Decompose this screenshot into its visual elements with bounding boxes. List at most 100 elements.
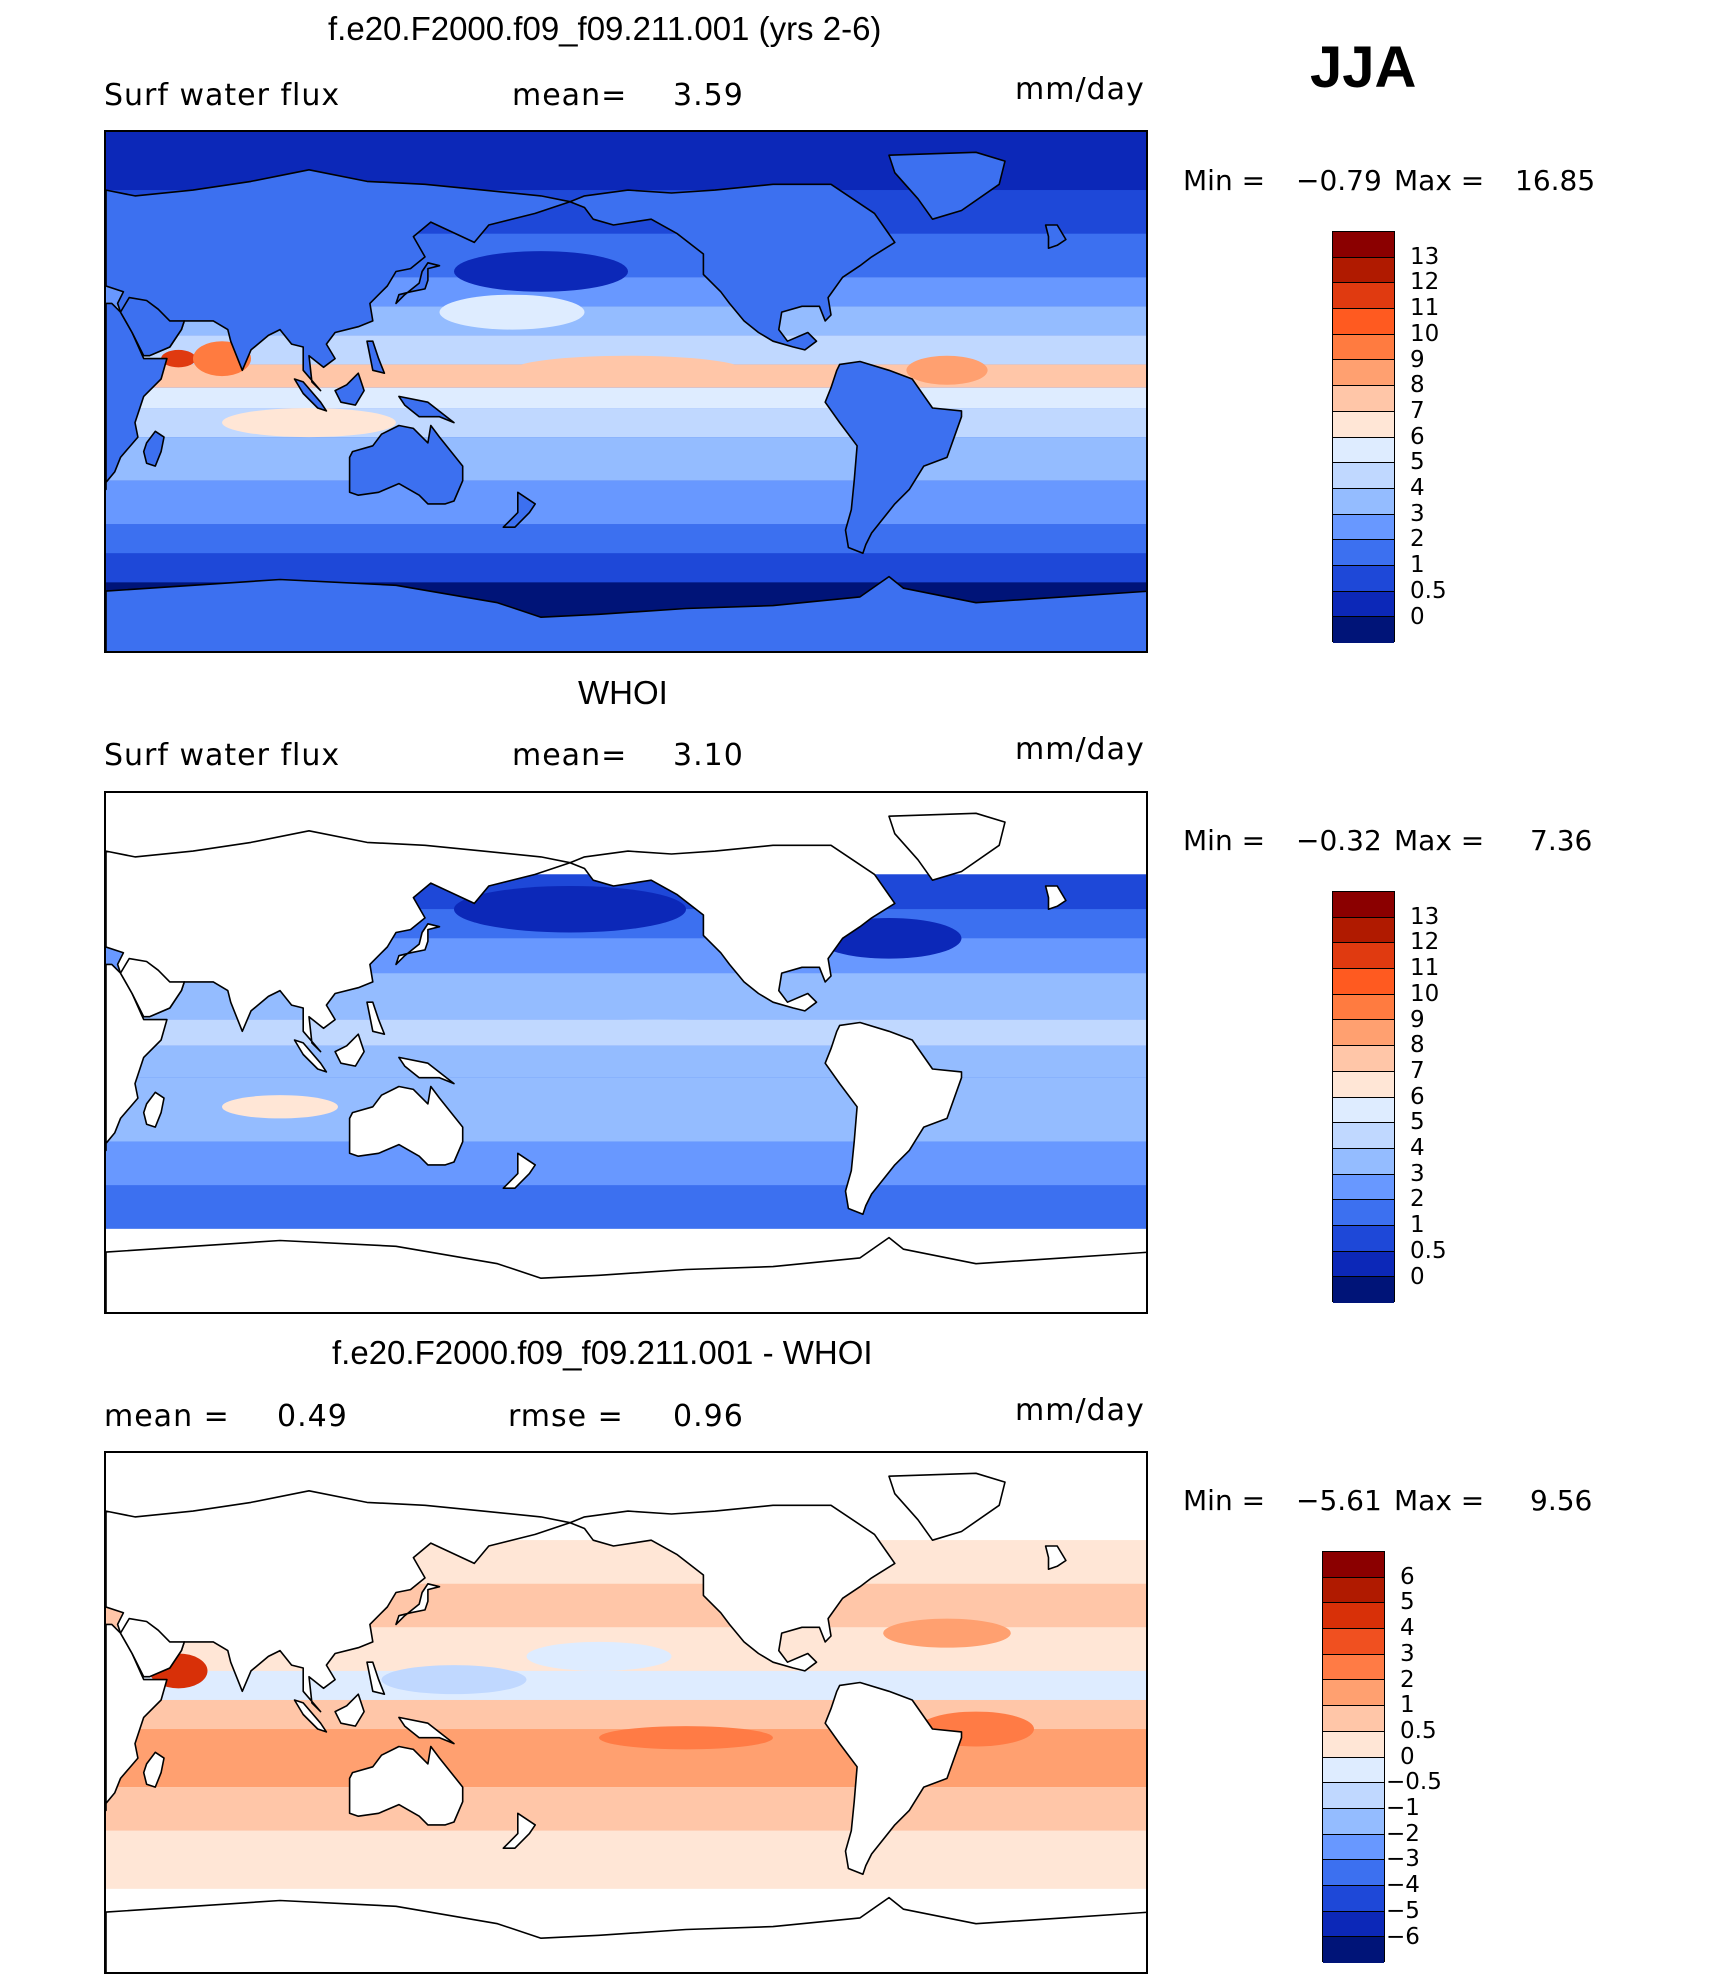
- coastline-newzealand: [502, 1152, 537, 1190]
- coastline-southamerica: [824, 1681, 963, 1876]
- ocean-band: [106, 524, 1146, 554]
- colorbar-tick-label: −4: [1386, 1872, 1420, 1899]
- panel2-max-value: 7.36: [1530, 824, 1593, 857]
- colorbar-swatch: [1333, 540, 1394, 566]
- colorbar-tick-label: 13: [1410, 243, 1440, 270]
- colorbar-tick-label: 7: [1410, 1057, 1425, 1084]
- colorbar-swatch: [1333, 591, 1394, 618]
- colorbar-tick-label: 1: [1410, 552, 1425, 579]
- colorbar-swatch: [1333, 257, 1394, 284]
- colorbar-tick-label: 4: [1400, 1615, 1415, 1642]
- coastline-australia: [348, 1745, 464, 1826]
- colorbar-tick-label: 8: [1410, 372, 1425, 399]
- coastline-madagascar: [142, 1751, 165, 1788]
- colorbar-swatch: [1333, 1148, 1394, 1175]
- colorbar-swatch: [1323, 1706, 1384, 1732]
- colorbar-swatch: [1323, 1808, 1384, 1835]
- precip-region: [454, 251, 628, 292]
- colorbar-tick-label: 13: [1410, 903, 1440, 930]
- colorbar-swatch: [1333, 617, 1394, 643]
- ocean-band: [106, 1185, 1146, 1229]
- panel2-min-label: Min =: [1183, 824, 1266, 857]
- panel1-min-label: Min =: [1183, 164, 1266, 197]
- colorbar-tick-label: 0: [1410, 603, 1425, 630]
- panel3-colorbar: [1322, 1551, 1385, 1963]
- coastline-borneo: [334, 372, 365, 406]
- colorbar-tick-label: 6: [1410, 1083, 1425, 1110]
- panel1-mean-value: 3.59: [673, 78, 744, 113]
- coastline-sumatra: [293, 378, 328, 412]
- coastline-southamerica: [824, 360, 963, 555]
- coastline-japan: [395, 1583, 441, 1626]
- colorbar-tick-label: 10: [1410, 980, 1440, 1007]
- colorbar-swatch: [1333, 514, 1394, 541]
- coastline-greatbritain: [1044, 885, 1067, 910]
- colorbar-tick-label: −2: [1386, 1820, 1420, 1847]
- coastline-newzealand: [502, 1812, 537, 1850]
- coastline-madagascar: [142, 430, 165, 467]
- colorbar-swatch: [1333, 1123, 1394, 1149]
- panel2-left-label: Surf water flux: [104, 738, 341, 773]
- colorbar-tick-label: 1: [1410, 1212, 1425, 1239]
- colorbar-swatch: [1333, 437, 1394, 464]
- coastline-philippines: [366, 1001, 386, 1035]
- precip-region: [883, 1618, 1011, 1648]
- colorbar-tick-label: 9: [1410, 346, 1425, 373]
- coastline-borneo: [334, 1033, 365, 1067]
- panel3-max-label: Max =: [1394, 1484, 1485, 1517]
- colorbar-swatch: [1333, 943, 1394, 970]
- coastline-sumatra: [293, 1699, 328, 1733]
- coastline-newguinea: [398, 395, 455, 424]
- panel3-rmse-value: 0.96: [673, 1399, 744, 1434]
- colorbar-tick-label: 0.5: [1410, 1237, 1447, 1264]
- colorbar-swatch: [1323, 1731, 1384, 1758]
- coastline-newguinea: [398, 1056, 455, 1085]
- colorbar-tick-label: 3: [1410, 500, 1425, 527]
- coastline-greenland: [888, 812, 1006, 881]
- panel2-max-label: Max =: [1394, 824, 1485, 857]
- coastline-japan: [395, 923, 441, 966]
- panel1-left-label: Surf water flux: [104, 78, 341, 113]
- colorbar-swatch: [1333, 334, 1394, 361]
- colorbar-swatch: [1333, 565, 1394, 592]
- panel2-colorbar: [1332, 891, 1395, 1303]
- colorbar-tick-label: 7: [1410, 397, 1425, 424]
- panel3-title: f.e20.F2000.f09_f09.211.001 - WHOI: [332, 1334, 873, 1371]
- panel1-max-value: 16.85: [1515, 164, 1596, 197]
- precip-region: [526, 1641, 672, 1671]
- coastline-arabia: [119, 296, 186, 357]
- colorbar-swatch: [1323, 1834, 1384, 1861]
- precip-region: [222, 1095, 338, 1119]
- colorbar-tick-label: 4: [1410, 475, 1425, 501]
- precip-region: [512, 1019, 802, 1043]
- coastline-madagascar: [142, 1091, 165, 1128]
- precip-region: [161, 349, 196, 368]
- colorbar-swatch: [1333, 1097, 1394, 1124]
- panel1-colorbar: [1332, 231, 1395, 643]
- colorbar-swatch: [1323, 1629, 1384, 1655]
- colorbar-swatch: [1333, 386, 1394, 412]
- coastline-northamerica: [569, 183, 896, 351]
- panel2-map: [104, 791, 1148, 1314]
- ocean-band: [106, 553, 1146, 583]
- colorbar-swatch: [1323, 1577, 1384, 1604]
- ocean-band: [106, 480, 1146, 525]
- coastline-australia: [348, 424, 464, 505]
- panel1-mean-label: mean=: [512, 78, 628, 113]
- colorbar-swatch: [1333, 1277, 1394, 1303]
- panel2-min-value: −0.32: [1296, 824, 1382, 857]
- colorbar-swatch: [1333, 360, 1394, 387]
- ocean-band: [106, 1141, 1146, 1186]
- colorbar-tick-label: 0.5: [1400, 1717, 1437, 1744]
- panel3-min-value: −5.61: [1296, 1484, 1382, 1517]
- colorbar-tick-label: 10: [1410, 320, 1440, 347]
- coastline-australia: [348, 1085, 464, 1166]
- colorbar-swatch: [1323, 1680, 1384, 1707]
- colorbar-swatch: [1323, 1783, 1384, 1809]
- coastline-philippines: [366, 340, 386, 374]
- panel3-rmse-label: rmse =: [508, 1399, 624, 1434]
- colorbar-tick-label: −6: [1386, 1923, 1420, 1950]
- precip-region: [222, 408, 396, 438]
- colorbar-swatch: [1333, 1251, 1394, 1278]
- panel3-units: mm/day: [1015, 1393, 1145, 1428]
